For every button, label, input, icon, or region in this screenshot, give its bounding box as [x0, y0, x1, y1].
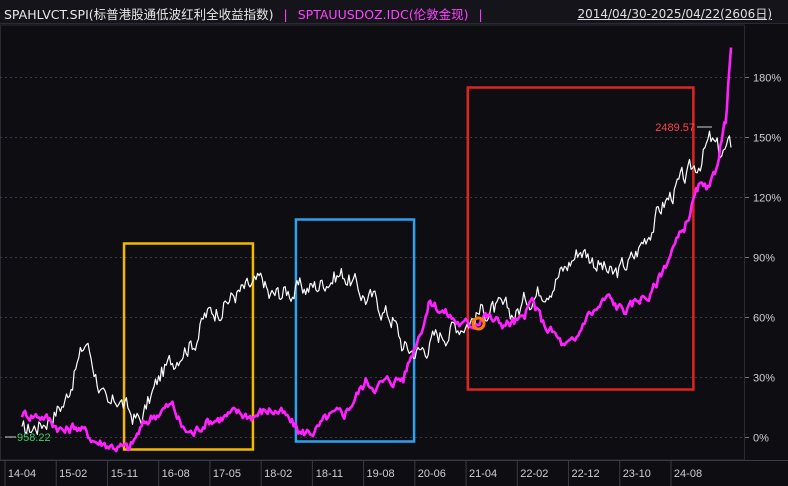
series1-label[interactable]: SPAHLVCT.SPI(标普港股通低波红利全收益指数): [4, 7, 274, 22]
start-value-label: 958.22: [17, 432, 51, 444]
x-tick-label: 17-05: [213, 468, 241, 480]
x-tick-label: 19-08: [367, 468, 395, 480]
end-value-label: 2489.57: [655, 122, 695, 134]
crosshair-marker: [471, 316, 486, 331]
separator: |: [283, 7, 288, 22]
y-tick-label: 150%: [753, 133, 781, 145]
x-tick-label: 14-04: [8, 468, 36, 480]
y-tick-label: 180%: [753, 73, 781, 85]
x-tick-label: 15-02: [59, 468, 87, 480]
x-tick-label: 21-04: [469, 468, 497, 480]
series-line-white: [21, 130, 732, 435]
x-tick-label: 18-11: [316, 468, 343, 480]
x-tick-label: 24-08: [674, 468, 702, 480]
series-legend: SPAHLVCT.SPI(标普港股通低波红利全收益指数) | SPTAUUSDO…: [4, 4, 489, 23]
date-range-selector[interactable]: 2014/04/30-2025/04/22(2606日): [577, 7, 772, 21]
separator-2: |: [478, 7, 483, 22]
y-tick-label: 120%: [753, 193, 781, 205]
x-tick-label: 20-06: [418, 468, 446, 480]
chart-header: SPAHLVCT.SPI(标普港股通低波红利全收益指数) | SPTAUUSDO…: [0, 0, 788, 24]
y-tick-label: 30%: [753, 373, 775, 385]
series2-label[interactable]: SPTAUUSDOZ.IDC(伦敦金现): [297, 7, 469, 22]
y-tick-label: 0%: [753, 433, 769, 445]
highlight-box: [466, 86, 695, 391]
y-tick-label: 60%: [753, 313, 775, 325]
x-tick-label: 22-12: [571, 468, 599, 480]
highlight-box: [122, 242, 255, 451]
x-tick-label: 22-02: [520, 468, 548, 480]
y-tick-label: 90%: [753, 253, 775, 265]
x-tick-label: 23-10: [623, 468, 651, 480]
x-tick-label: 18-02: [264, 468, 292, 480]
series-line-magenta: [20, 47, 733, 453]
highlight-box: [294, 218, 416, 443]
x-tick-label: 16-08: [162, 468, 190, 480]
x-tick-label: 15-11: [111, 468, 138, 480]
